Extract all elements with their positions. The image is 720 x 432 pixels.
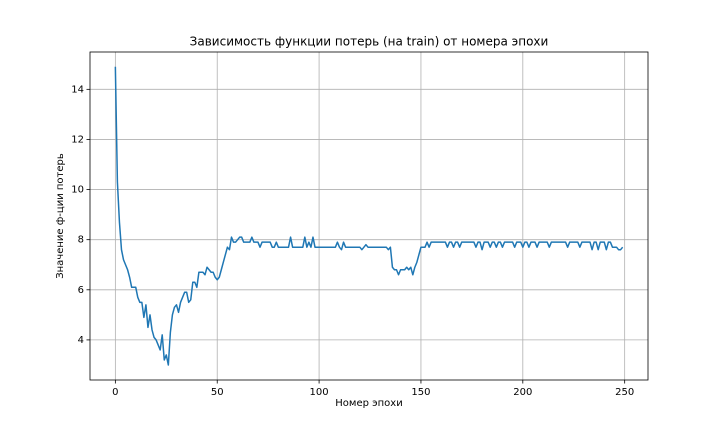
y-tick-label: 14 [71,84,84,95]
loss-line [114,66,624,366]
axes-frame [89,51,649,381]
x-tick-label: 150 [411,387,430,398]
x-tick-label: 50 [211,387,224,398]
y-axis-label: Значение ф-ции потерь [55,153,66,279]
y-tick-label: 10 [71,185,84,196]
x-tick-label: 200 [513,387,532,398]
y-tick-label: 8 [78,235,84,246]
x-axis-label: Номер эпохи [335,398,402,409]
y-tick-label: 6 [78,285,84,296]
x-tick-label: 100 [310,387,329,398]
x-tick-label: 250 [615,387,634,398]
chart-title: Зависимость функции потерь (на train) от… [190,35,549,49]
y-tick-label: 4 [78,335,84,346]
y-tick-label: 12 [71,134,84,145]
x-tick-label: 0 [112,387,118,398]
